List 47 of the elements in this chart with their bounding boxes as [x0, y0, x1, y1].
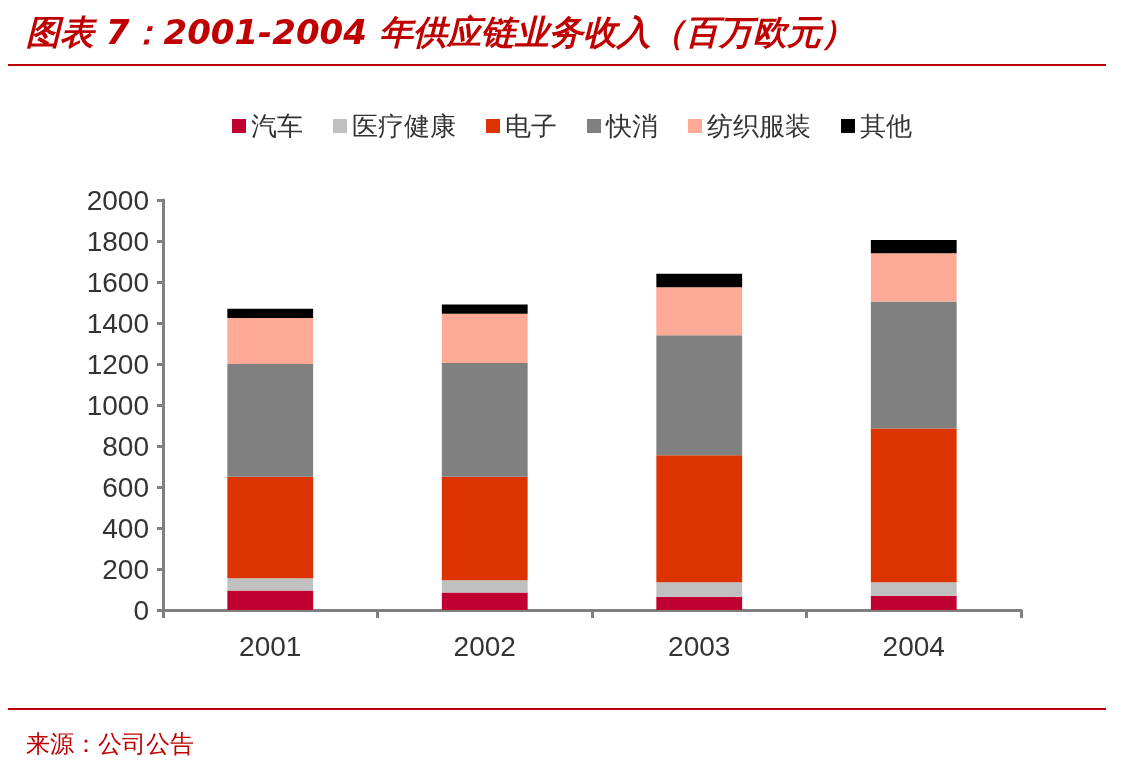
y-tick-label: 1600 [86, 266, 149, 298]
bar [227, 476, 314, 579]
bar [870, 301, 957, 429]
bar [227, 364, 314, 477]
y-tick-label: 400 [102, 512, 149, 544]
bar [870, 239, 957, 254]
chart-title: 图表 7：2001-2004 年供应链业务收入（百万欧元） [26, 11, 855, 54]
bar [870, 253, 957, 302]
bar [227, 317, 314, 364]
legend-label: 纺织服装 [707, 111, 811, 141]
y-tick-label: 200 [102, 553, 149, 585]
bar [870, 428, 957, 583]
y-tick-label: 1200 [86, 348, 149, 380]
bar [441, 592, 528, 610]
x-tick-label: 2004 [882, 630, 945, 662]
bar [656, 287, 743, 336]
y-tick-label: 1000 [86, 389, 149, 421]
bar [656, 335, 743, 456]
bar [441, 362, 528, 477]
y-tick-label: 600 [102, 471, 149, 503]
legend-label: 其他 [860, 111, 912, 141]
y-tick-label: 2000 [86, 184, 149, 216]
x-tick-label: 2002 [453, 630, 516, 662]
y-tick-label: 800 [102, 430, 149, 462]
bar [227, 590, 314, 610]
bar [656, 582, 743, 597]
bar [441, 476, 528, 581]
bar [441, 304, 528, 314]
bar [227, 308, 314, 318]
bar [656, 273, 743, 288]
bar [656, 596, 743, 610]
legend-label: 快消 [605, 111, 658, 141]
bar [441, 313, 528, 363]
legend-label: 医疗健康 [352, 111, 456, 141]
x-tick-label: 2003 [668, 630, 731, 662]
legend-label: 电子 [505, 111, 557, 141]
source-note: 来源：公司公告 [26, 729, 194, 760]
y-tick-label: 1400 [86, 307, 149, 339]
x-tick-label: 2001 [239, 630, 302, 662]
bar [870, 582, 957, 596]
bar [227, 578, 314, 591]
y-tick-label: 1800 [86, 225, 149, 257]
bar [441, 580, 528, 593]
bar [870, 595, 957, 610]
bar [656, 455, 743, 583]
legend-label: 汽车 [251, 111, 303, 141]
y-tick-label: 0 [133, 594, 149, 626]
